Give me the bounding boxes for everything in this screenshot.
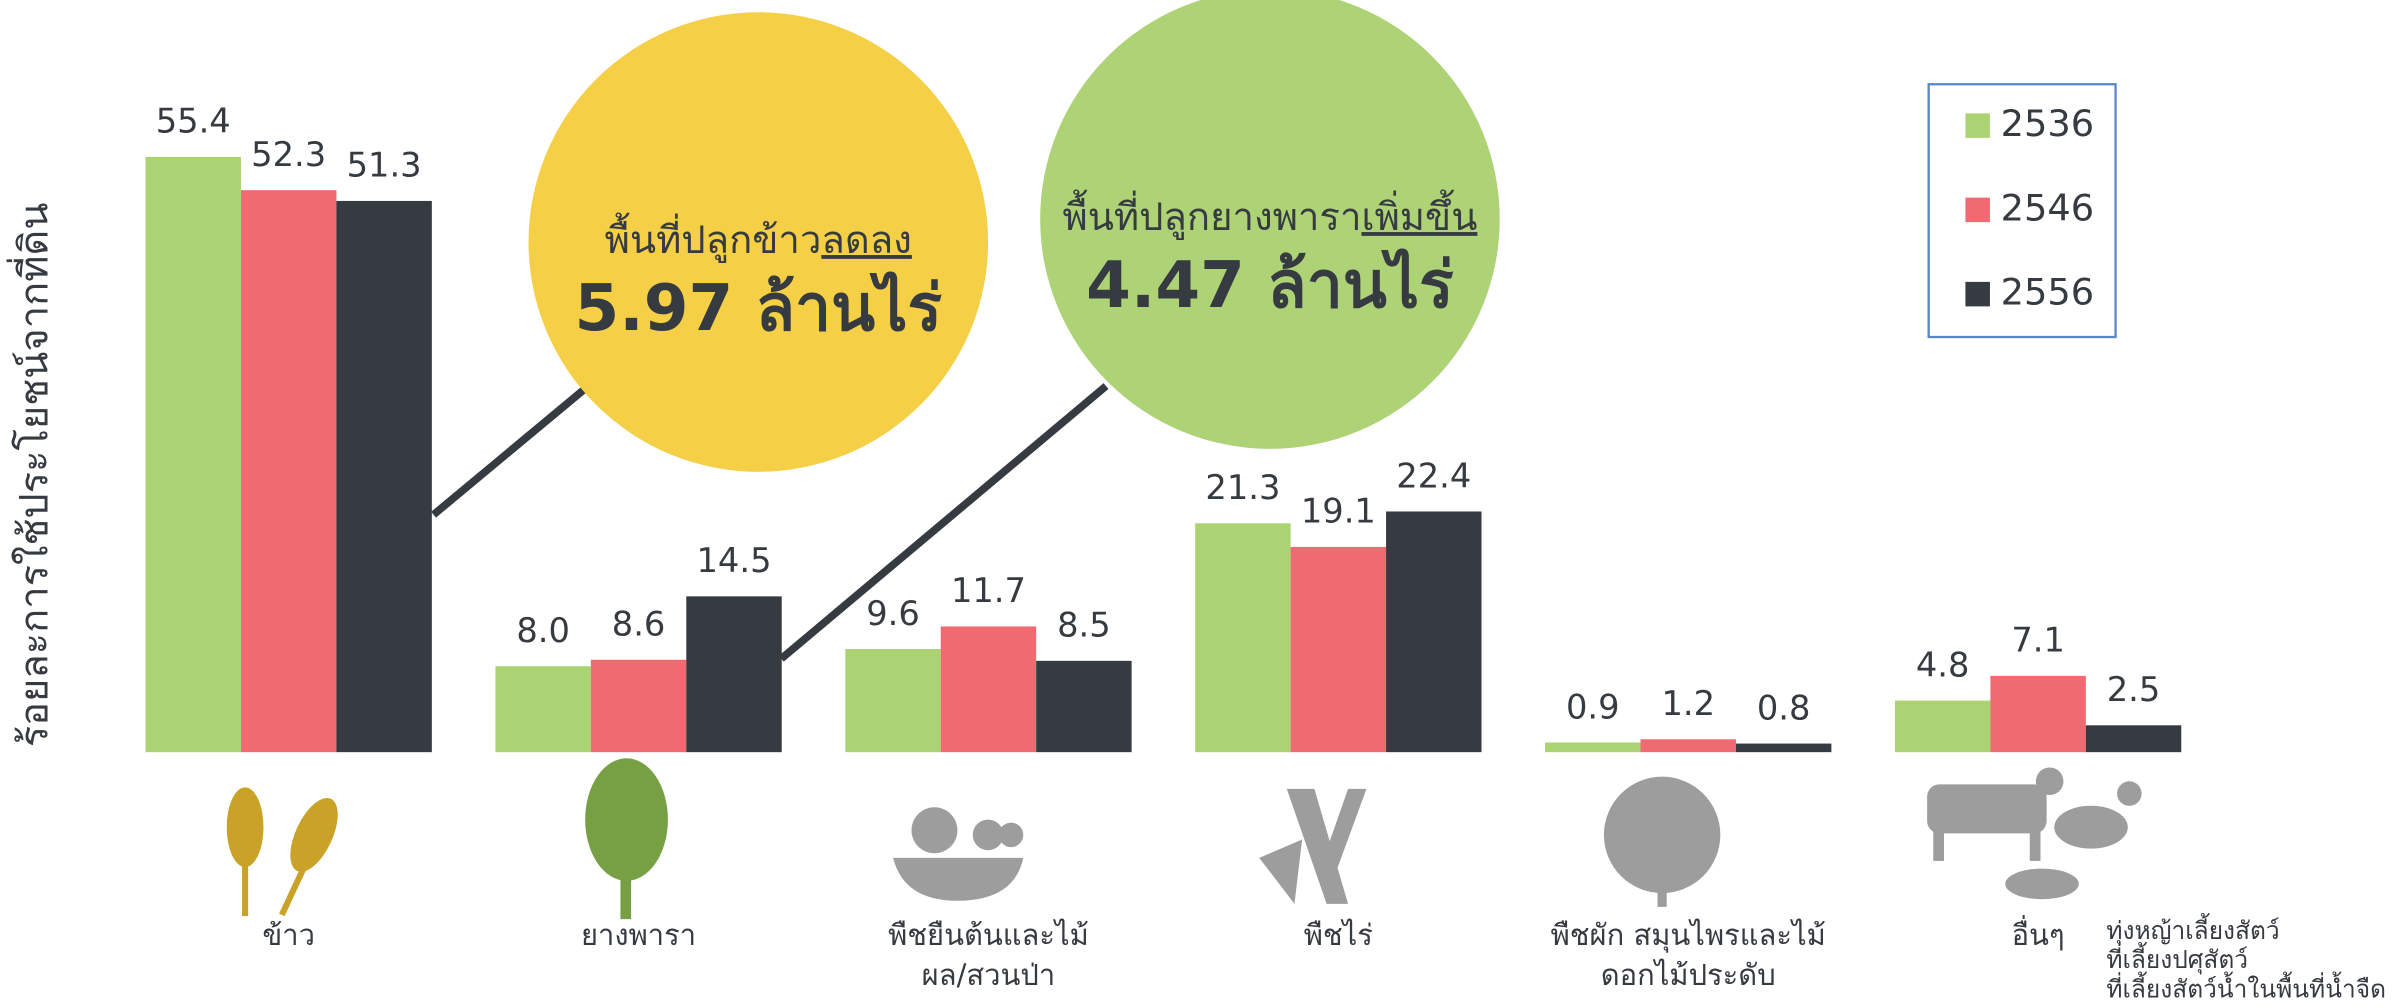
icon-vegetable bbox=[1603, 776, 1721, 907]
bar bbox=[686, 596, 782, 753]
bar bbox=[940, 626, 1037, 753]
legend-swatch bbox=[1965, 113, 1990, 138]
legend-box bbox=[1927, 83, 2117, 339]
callout-text: พื้นที่ปลูกข้าวลดลง bbox=[605, 212, 912, 263]
x-tick-label: พืชไร่ bbox=[1303, 919, 1373, 953]
legend-label: 2556 bbox=[2001, 271, 2095, 314]
bar bbox=[1386, 511, 1482, 753]
value-label: 1.2 bbox=[1661, 684, 1715, 723]
value-label: 51.3 bbox=[347, 146, 422, 185]
value-label: 0.9 bbox=[1566, 687, 1620, 726]
x-tick-label: ยางพารา bbox=[580, 919, 697, 953]
value-label: 0.8 bbox=[1757, 688, 1811, 727]
value-label: 2.5 bbox=[2107, 670, 2161, 709]
value-label: 21.3 bbox=[1205, 468, 1280, 507]
bar bbox=[590, 659, 687, 753]
value-label: 8.0 bbox=[516, 611, 570, 650]
y-axis-label: ร้อยละการใช้ประโยชน์จากที่ดิน bbox=[6, 202, 57, 747]
bar bbox=[145, 156, 241, 753]
callout-text-part: พื้นที่ปลูกข้าว bbox=[605, 212, 822, 263]
callout-emphasis: เพิ่มขึ้น bbox=[1361, 189, 1477, 240]
callout-circle bbox=[1040, 0, 1500, 449]
value-label: 55.4 bbox=[156, 102, 231, 141]
bar bbox=[240, 190, 337, 753]
value-label: 9.6 bbox=[866, 594, 920, 633]
x-tick-label: อื่นๆ bbox=[2011, 919, 2065, 953]
value-label: 11.7 bbox=[951, 571, 1026, 610]
category-note: ทุ่งหญ้าเลี้ยงสัตว์ ที่เลี้ยงปศุสัตว์ ที… bbox=[2106, 916, 2387, 1004]
callout-line bbox=[431, 375, 600, 518]
value-label: 7.1 bbox=[2011, 621, 2065, 660]
bar bbox=[1990, 675, 2086, 753]
bar bbox=[336, 200, 432, 753]
x-tick-label: พืชยืนต้นและไม้ ผล/สวนป่า bbox=[888, 919, 1089, 993]
value-label: 4.8 bbox=[1916, 645, 1970, 684]
legend-swatch bbox=[1965, 281, 1990, 307]
bar bbox=[1545, 742, 1641, 753]
bar bbox=[1735, 743, 1832, 753]
callout-emphasis: ลดลง bbox=[821, 218, 911, 263]
value-label: 8.6 bbox=[612, 605, 666, 644]
legend-label: 2546 bbox=[2001, 186, 2095, 229]
bar bbox=[1036, 660, 1132, 753]
value-label: 14.5 bbox=[697, 541, 772, 580]
callout-line bbox=[778, 383, 1109, 662]
bar bbox=[845, 649, 941, 753]
icon-tree bbox=[585, 758, 668, 920]
x-tick-label: พืชผัก สมุนไพรและไม้ ดอกไม้ประดับ bbox=[1550, 919, 1826, 993]
value-label: 19.1 bbox=[1301, 492, 1376, 531]
legend-swatch bbox=[1965, 197, 1990, 223]
bar bbox=[2085, 725, 2182, 753]
callout-value: 5.97 ล้านไร่ bbox=[575, 270, 943, 346]
icon-fruit bbox=[893, 807, 1024, 901]
value-label: 8.5 bbox=[1057, 606, 1111, 645]
legend-label: 2536 bbox=[2001, 102, 2095, 145]
bar bbox=[1640, 739, 1736, 753]
bar bbox=[1894, 700, 1991, 753]
bar bbox=[1290, 546, 1387, 753]
callout-circle bbox=[528, 12, 989, 472]
icon-sugarcane bbox=[1259, 788, 1367, 904]
callout-text-part: พื้นที่ปลูกยางพารา bbox=[1063, 189, 1362, 240]
bar bbox=[1195, 523, 1291, 753]
icon-rice bbox=[226, 787, 338, 917]
bar bbox=[495, 666, 591, 753]
callout-text: พื้นที่ปลูกยางพาราเพิ่มขึ้น bbox=[1063, 189, 1478, 240]
value-label: 52.3 bbox=[251, 135, 326, 174]
icon-animals bbox=[1927, 767, 2142, 900]
value-label: 22.4 bbox=[1396, 456, 1471, 495]
x-tick-label: ข้าว bbox=[262, 919, 315, 953]
callout-value: 4.47 ล้านไร่ bbox=[1086, 247, 1454, 323]
